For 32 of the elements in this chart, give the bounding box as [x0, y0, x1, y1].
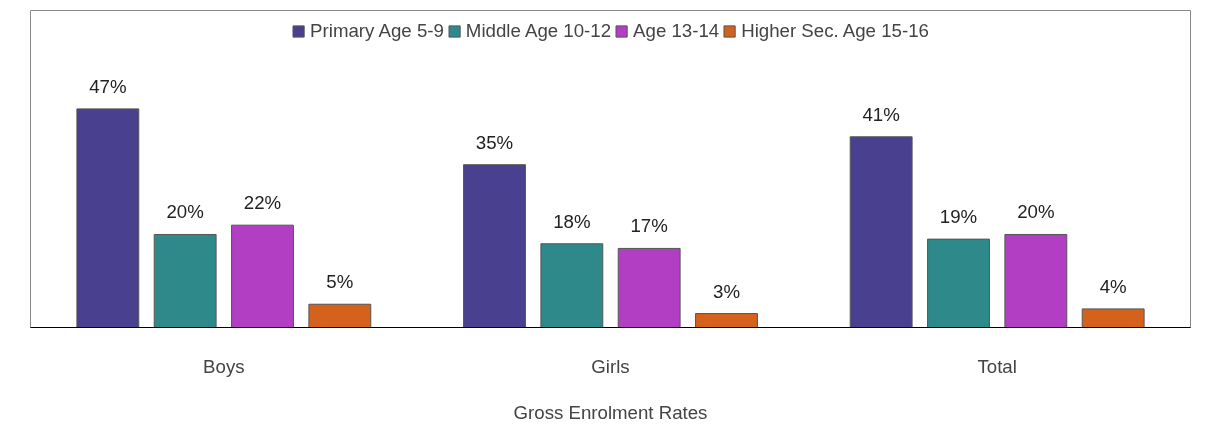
bar [463, 164, 526, 328]
bar [1081, 308, 1145, 328]
bar [540, 243, 604, 328]
bar [617, 247, 681, 328]
data-label: 17% [630, 215, 668, 237]
data-label: 18% [553, 210, 591, 232]
bar [308, 303, 372, 328]
data-label: 5% [326, 271, 354, 293]
x-tick-label: Total [977, 355, 1017, 377]
x-tick-label: Boys [203, 355, 245, 377]
data-label: 4% [1099, 275, 1127, 297]
bar [927, 238, 990, 328]
bar [1004, 233, 1068, 328]
data-label: 19% [939, 206, 978, 228]
bar [849, 136, 913, 328]
x-axis-title: Gross Enrolment Rates [513, 401, 708, 423]
legend-label: Age 13-14 [633, 20, 720, 42]
data-label: 20% [166, 201, 204, 223]
data-label: 35% [475, 131, 514, 153]
data-label: 41% [862, 103, 900, 125]
legend-label: Higher Sec. Age 15-16 [741, 20, 929, 42]
data-label: 47% [89, 75, 127, 97]
data-label: 20% [1017, 201, 1055, 223]
legend-label: Primary Age 5-9 [310, 20, 444, 42]
legend-label: Middle Age 10-12 [465, 20, 612, 42]
bar [695, 313, 758, 328]
x-tick-label: Girls [591, 355, 630, 377]
bar [231, 224, 294, 328]
bar [153, 233, 217, 328]
data-label: 22% [243, 192, 282, 214]
bar [76, 108, 140, 328]
data-label: 3% [713, 280, 740, 302]
